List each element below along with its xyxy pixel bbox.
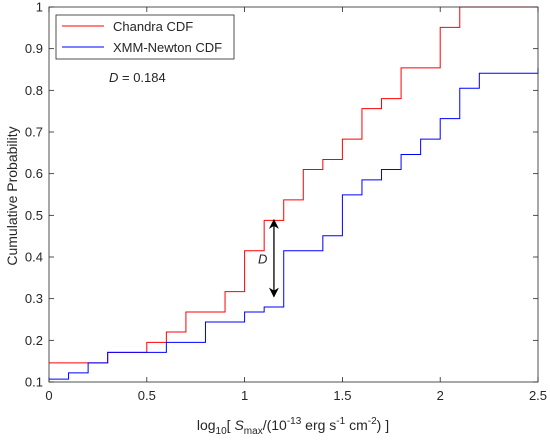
legend-label-chandra: Chandra CDF (113, 19, 193, 34)
series-layer (49, 6, 539, 380)
series-line-0 (49, 6, 538, 364)
legend-label-xmm: XMM-Newton CDF (113, 40, 222, 55)
y-axis-label: Cumulative Probability (4, 126, 20, 265)
plot-frame (48, 6, 539, 383)
x-tick-label-1: 0.5 (138, 388, 156, 403)
ks-statistic-annotation: D = 0.184 (109, 70, 166, 85)
y-tick-label-3: 0.4 (25, 250, 43, 265)
series-line-1 (49, 67, 539, 380)
x-tick-label-4: 2 (437, 388, 444, 403)
x-tick-label-5: 2.5 (529, 388, 547, 403)
x-tick-label-0: 0 (45, 388, 52, 403)
d-arrow-label: D (258, 251, 267, 266)
y-tick-label-8: 0.9 (25, 41, 43, 56)
y-tick-label-4: 0.5 (25, 208, 43, 223)
y-tick-label-5: 0.6 (25, 166, 43, 181)
legend-box (55, 14, 235, 60)
y-tick-label-2: 0.3 (25, 291, 43, 306)
legend: Chandra CDF XMM-Newton CDF (55, 14, 235, 60)
y-tick-label-1: 0.2 (25, 333, 43, 348)
y-tick-label-7: 0.8 (25, 83, 43, 98)
x-tick-label-3: 1.5 (333, 388, 351, 403)
axes-layer: 0 0.5 1 1.5 2 2.5 0.1 0.2 0.3 0.4 0.5 0.6 0.7 0.8 0.9 1 (25, 0, 547, 403)
y-tick-label-0: 0.1 (25, 375, 43, 390)
x-tick-label-2: 1 (241, 388, 248, 403)
y-tick-label-6: 0.7 (25, 125, 43, 140)
x-axis-label: log10[ Smax/(10-13 erg s-1 cm-2) ] (197, 416, 389, 437)
y-tick-label-9: 1 (36, 0, 43, 15)
